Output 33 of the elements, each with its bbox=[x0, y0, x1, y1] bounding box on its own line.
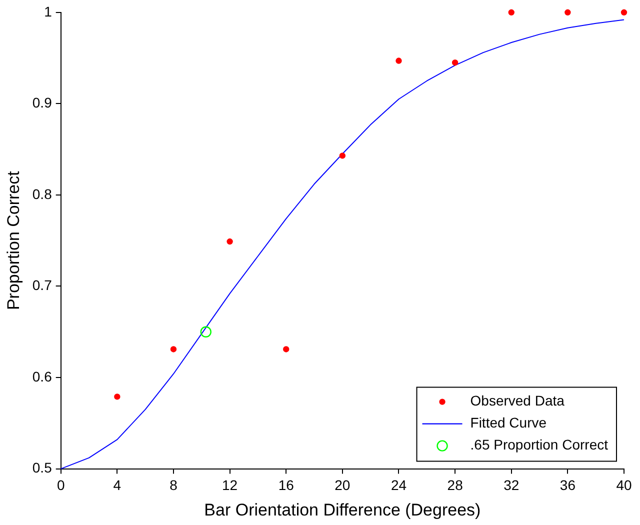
x-tick-label: 32 bbox=[504, 477, 520, 494]
y-tick-label: 1 bbox=[44, 3, 52, 20]
point bbox=[396, 58, 402, 64]
x-tick-label: 0 bbox=[56, 477, 65, 494]
point bbox=[564, 9, 571, 16]
point bbox=[508, 9, 514, 16]
point bbox=[114, 394, 120, 400]
x-tick-label: 24 bbox=[390, 477, 407, 494]
y-tick-label: 0.6 bbox=[32, 368, 52, 384]
x-tick-label: 36 bbox=[560, 477, 576, 494]
point bbox=[226, 238, 233, 245]
point bbox=[620, 9, 628, 16]
legend-label: .65 Proportion Correct bbox=[470, 436, 608, 453]
y-tick-label: 0.9 bbox=[32, 94, 52, 111]
x-tick-label: 20 bbox=[334, 477, 350, 494]
y-tick-label: 0.5 bbox=[32, 460, 52, 476]
y-axis-title: Proportion Correct bbox=[4, 170, 23, 310]
x-axis-title: Bar Orientation Difference (Degrees) bbox=[204, 500, 481, 520]
point bbox=[283, 346, 290, 352]
point bbox=[200, 326, 212, 338]
point bbox=[339, 152, 346, 159]
x-tick-label: 28 bbox=[447, 477, 464, 494]
x-tick-label: 8 bbox=[170, 477, 178, 494]
x-tick-label: 4 bbox=[113, 477, 122, 494]
x-tick-label: 40 bbox=[616, 477, 632, 494]
point bbox=[452, 60, 458, 66]
legend-label: Fitted Curve bbox=[470, 414, 547, 431]
x-tick-label: 12 bbox=[222, 477, 238, 494]
legend-label: Observed Data bbox=[470, 392, 565, 409]
y-tick-label: 0.7 bbox=[32, 277, 52, 294]
y-tick-label: 0.8 bbox=[32, 186, 52, 202]
x-tick-label: 16 bbox=[278, 477, 294, 494]
point bbox=[170, 346, 177, 352]
